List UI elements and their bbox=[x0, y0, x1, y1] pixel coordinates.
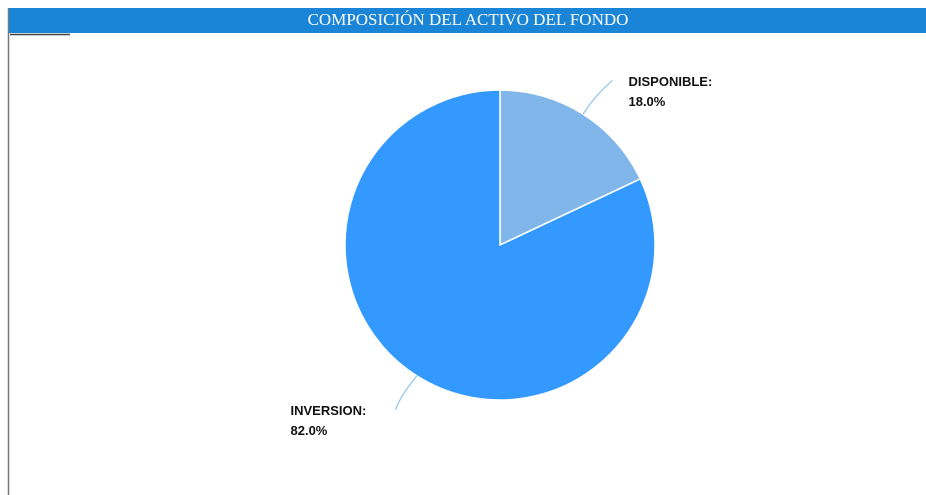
slice-value-label: 82.0% bbox=[291, 423, 328, 438]
pie-slice bbox=[344, 89, 656, 401]
leader-line bbox=[582, 79, 613, 115]
leader-line bbox=[394, 375, 418, 410]
slice-label: INVERSION: bbox=[291, 403, 367, 418]
pie-slice bbox=[499, 89, 642, 247]
chart-title: COMPOSICIÓN DEL ACTIVO DEL FONDO bbox=[308, 10, 629, 29]
title-bar bbox=[9, 8, 926, 33]
slice-value-label: 18.0% bbox=[628, 94, 665, 109]
slice-label: DISPONIBLE: bbox=[628, 74, 712, 89]
